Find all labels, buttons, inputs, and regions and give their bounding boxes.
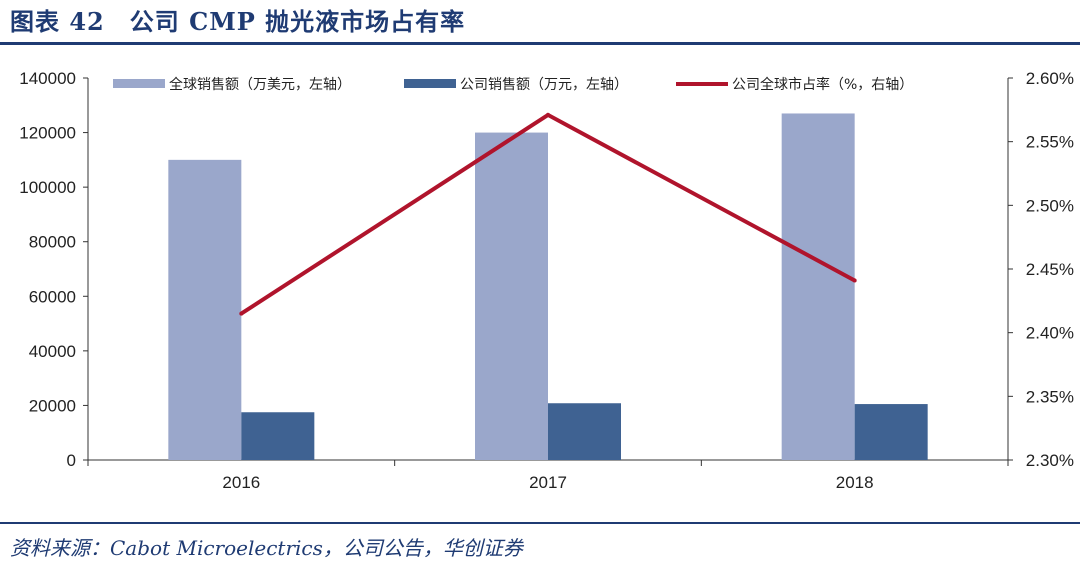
right-axis-tick-label: 2.45% — [1026, 260, 1074, 279]
right-axis-tick-label: 2.40% — [1026, 324, 1074, 343]
bar-global-sales — [781, 113, 855, 460]
left-axis-tick-label: 0 — [67, 451, 76, 470]
bar-company-sales — [854, 404, 928, 460]
legend-swatch-company-sales — [404, 79, 456, 88]
bar-global-sales — [475, 132, 548, 461]
left-axis-tick-label: 140000 — [19, 69, 76, 88]
right-axis-tick-label: 2.60% — [1026, 69, 1074, 88]
left-axis-tick-label: 40000 — [29, 342, 76, 361]
market-share-point — [239, 311, 244, 316]
left-axis-tick-label: 60000 — [29, 287, 76, 306]
right-axis-tick-label: 2.50% — [1026, 196, 1074, 215]
right-axis-tick-label: 2.30% — [1026, 451, 1074, 470]
left-axis-tick-label: 120000 — [19, 124, 76, 143]
left-axis-tick-label: 20000 — [29, 396, 76, 415]
source-divider — [0, 522, 1080, 524]
title-divider — [0, 42, 1080, 45]
source-note: 资料来源：Cabot Microelectrics，公司公告，华创证券 — [10, 536, 523, 560]
bar-company-sales — [548, 403, 621, 460]
x-axis-category-label: 2018 — [836, 473, 874, 492]
market-share-point — [546, 112, 550, 117]
bar-company-sales — [241, 412, 315, 460]
chart: 全球销售额（万美元，左轴） 公司销售额（万元，左轴） 公司全球市占率（%，右轴）… — [19, 69, 1074, 492]
left-axis-tick-label: 80000 — [29, 233, 76, 252]
x-axis-category-label: 2017 — [529, 473, 567, 492]
legend: 全球销售额（万美元，左轴） 公司销售额（万元，左轴） 公司全球市占率（%，右轴） — [113, 76, 913, 93]
chart-title: 图表 42 公司 CMP 抛光液市场占有率 — [10, 7, 466, 36]
market-share-point — [852, 278, 857, 283]
legend-label-company-sales: 公司销售额（万元，左轴） — [460, 77, 628, 93]
legend-label-market-share: 公司全球市占率（%，右轴） — [732, 76, 913, 93]
legend-label-global-sales: 全球销售额（万美元，左轴） — [169, 76, 351, 93]
x-axis-category-label: 2016 — [222, 473, 260, 492]
right-axis-tick-label: 2.35% — [1026, 387, 1074, 406]
right-axis-tick-label: 2.55% — [1026, 133, 1074, 152]
bar-global-sales — [168, 159, 242, 460]
left-axis-tick-label: 100000 — [19, 178, 76, 197]
legend-swatch-global-sales — [113, 79, 165, 88]
